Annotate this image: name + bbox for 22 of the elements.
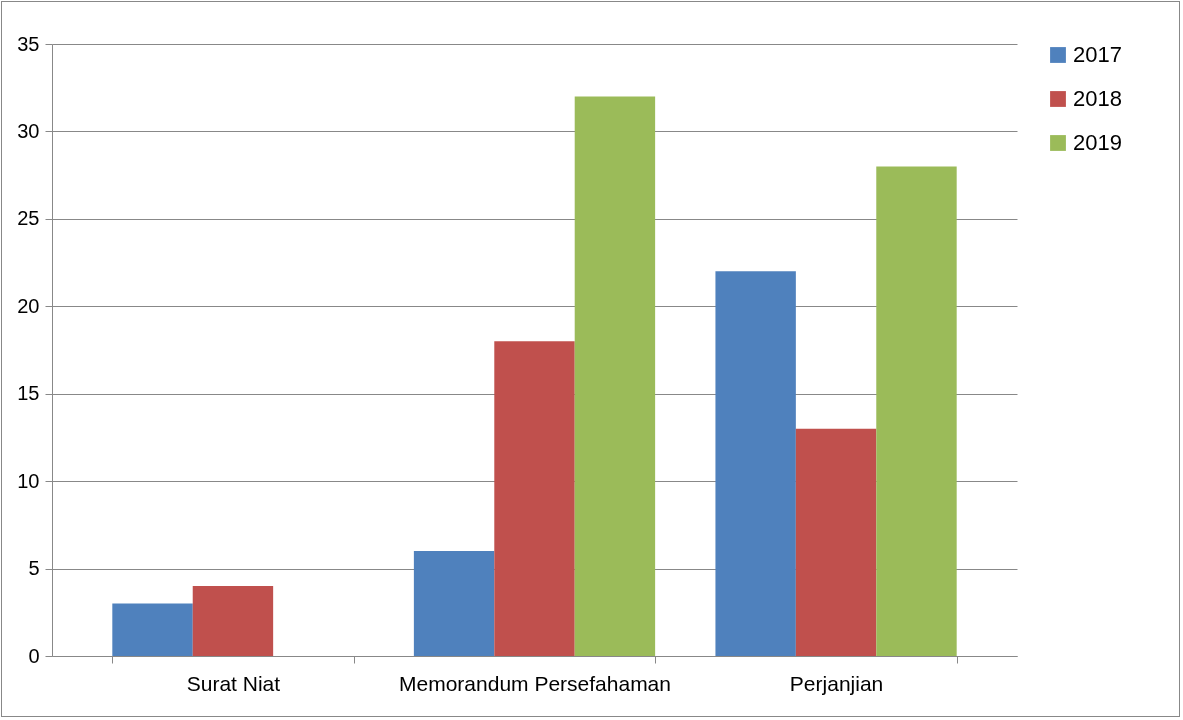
legend-label: 2019 — [1073, 130, 1122, 155]
bar — [574, 96, 656, 656]
legend-label: 2018 — [1073, 86, 1122, 111]
y-tick-label: 10 — [17, 469, 40, 492]
bar — [795, 428, 877, 656]
y-tick-label: 0 — [28, 644, 40, 667]
bar — [876, 166, 957, 656]
y-tick-label: 5 — [28, 557, 40, 580]
y-tick-label: 30 — [17, 119, 40, 142]
y-tick-label: 25 — [17, 207, 40, 230]
bar — [413, 551, 495, 656]
bar — [494, 341, 575, 656]
y-tick-label: 15 — [17, 382, 40, 405]
bar — [715, 271, 796, 656]
x-tick-label: Surat Niat — [186, 671, 281, 695]
legend-label: 2017 — [1073, 42, 1122, 67]
bar — [192, 586, 274, 656]
y-tick-label: 35 — [17, 32, 40, 55]
bar — [112, 603, 193, 656]
x-tick-label: Memorandum Persefahaman — [399, 671, 671, 695]
x-tick-label: Perjanjian — [789, 671, 884, 695]
y-tick-label: 20 — [17, 294, 40, 317]
